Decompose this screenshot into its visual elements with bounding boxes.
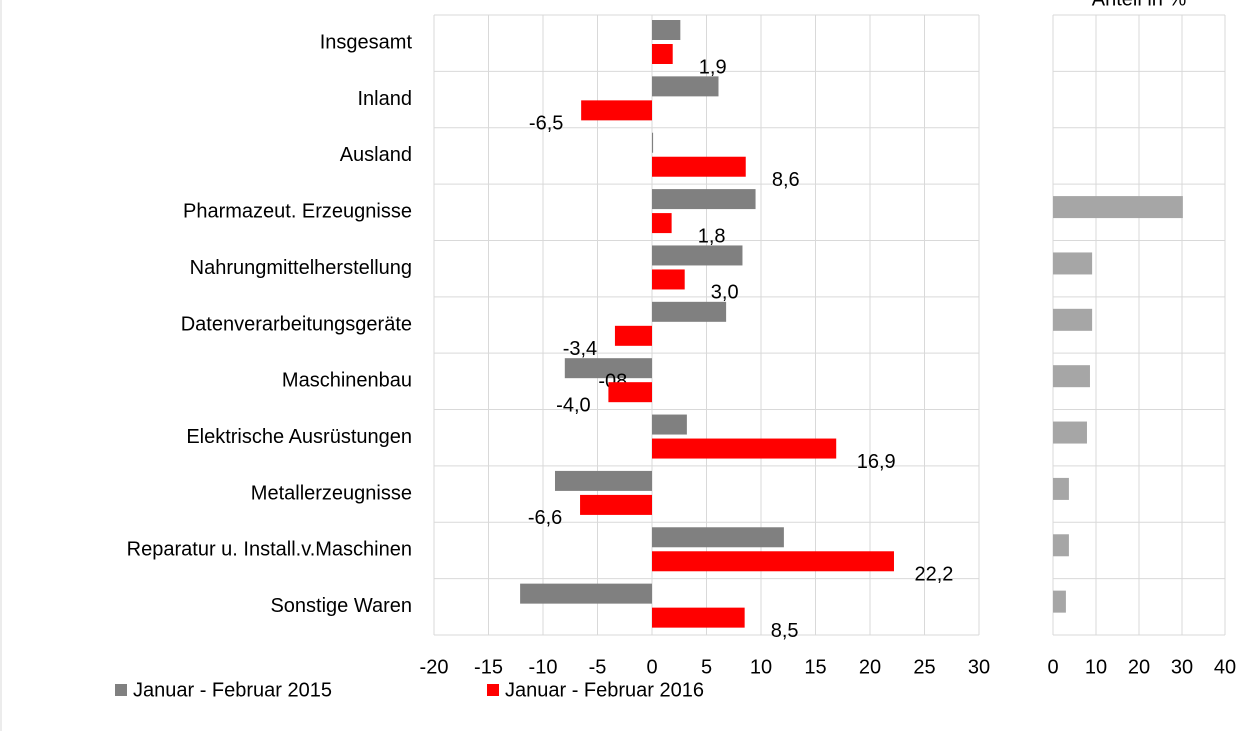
bar (1053, 421, 1087, 444)
legend-swatch (487, 684, 499, 696)
data-label: -6,5 (529, 113, 563, 135)
data-label: 8,6 (772, 169, 800, 191)
x-tick-label: 30 (1171, 656, 1193, 678)
bar (652, 132, 654, 153)
bar (652, 438, 837, 459)
category-label: Inland (358, 88, 413, 110)
legend-label: Januar - Februar 2016 (505, 679, 704, 701)
data-label: -4,0 (556, 394, 590, 416)
data-label: 8,5 (771, 620, 799, 642)
bar (652, 76, 719, 97)
bar (614, 325, 652, 346)
x-tick-label: 5 (701, 656, 712, 678)
category-label: Ausland (340, 144, 412, 166)
x-tick-label: 15 (804, 656, 826, 678)
bar (520, 583, 652, 604)
bar (608, 382, 652, 403)
x-tick-label: 10 (750, 656, 772, 678)
legend-label: Januar - Februar 2015 (133, 679, 332, 701)
bar (652, 245, 743, 266)
bar (1053, 534, 1069, 557)
bar (652, 213, 672, 234)
category-label: Datenverarbeitungsgeräte (181, 313, 412, 335)
bar (652, 44, 673, 64)
bar (652, 414, 687, 435)
legend-swatch (115, 684, 127, 696)
bar (652, 269, 685, 290)
bar (652, 607, 745, 628)
bar (1053, 252, 1093, 275)
x-tick-label: 20 (859, 656, 881, 678)
x-tick-label: 0 (646, 656, 657, 678)
bar (652, 551, 894, 572)
data-label: 1,9 (699, 56, 727, 78)
x-tick-label: -15 (474, 656, 503, 678)
bar (564, 358, 652, 379)
data-label: -3,4 (563, 338, 597, 360)
bar (1053, 308, 1093, 331)
category-label: Nahrungmittelherstellung (190, 257, 412, 279)
bar (652, 189, 756, 210)
category-label: Pharmazeut. Erzeugnisse (183, 201, 412, 223)
bar (652, 156, 746, 177)
bar (652, 527, 784, 548)
x-tick-label: 40 (1214, 656, 1236, 678)
x-tick-label: -5 (589, 656, 607, 678)
data-label: 16,9 (857, 451, 896, 473)
bar (1053, 477, 1069, 500)
x-tick-label: -20 (420, 656, 449, 678)
category-label: Insgesamt (320, 31, 413, 53)
bar (580, 494, 652, 515)
category-label: Sonstige Waren (270, 595, 412, 617)
category-label: Reparatur u. Install.v.Maschinen (127, 539, 412, 561)
category-label: Maschinenbau (282, 370, 412, 392)
bar (581, 100, 652, 121)
x-tick-label: 10 (1085, 656, 1107, 678)
category-label: Metallerzeugnisse (251, 482, 412, 504)
x-tick-label: -10 (529, 656, 558, 678)
x-tick-label: 0 (1047, 656, 1058, 678)
data-label: 22,2 (915, 564, 954, 586)
bar (1053, 590, 1066, 613)
data-label: 3,0 (711, 282, 739, 304)
chart-title: Anteil in % (1092, 0, 1187, 10)
x-tick-label: 25 (913, 656, 935, 678)
bar (1053, 196, 1183, 219)
bar (554, 470, 652, 491)
x-tick-label: 20 (1128, 656, 1150, 678)
data-label: -6,6 (528, 507, 562, 529)
data-label: 1,8 (698, 225, 726, 247)
x-tick-label: 30 (968, 656, 990, 678)
bar (1053, 365, 1090, 388)
category-label: Elektrische Ausrüstungen (186, 426, 412, 448)
bar (652, 20, 681, 40)
bar (652, 301, 727, 322)
